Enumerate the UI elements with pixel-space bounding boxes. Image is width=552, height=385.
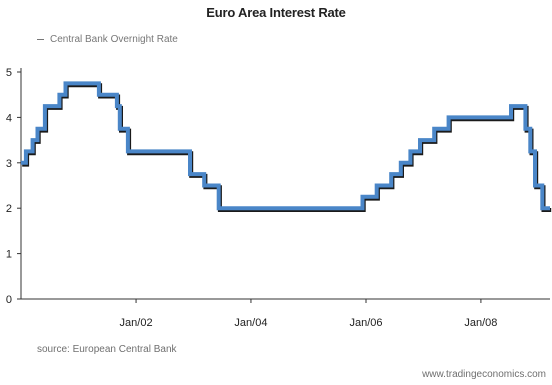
x-tick-label: Jan/02 [120, 317, 153, 329]
chart-legend: Central Bank Overnight Rate [37, 34, 178, 45]
y-tick-label: 5 [6, 67, 12, 79]
chart-series [21, 81, 552, 212]
series-line-shadow [22, 83, 552, 212]
y-tick-label: 3 [6, 158, 12, 170]
chart-axes [20, 68, 550, 300]
y-tick-label: 0 [6, 294, 12, 306]
legend-swatch [37, 39, 44, 40]
x-tick-label: Jan/04 [234, 317, 267, 329]
y-tick-label: 4 [6, 112, 12, 124]
y-tick-label: 1 [6, 249, 12, 261]
source-note: source: European Central Bank [37, 344, 177, 355]
chart-title: Euro Area Interest Rate [206, 5, 346, 20]
series-line [21, 81, 550, 211]
x-tick-label: Jan/08 [464, 317, 497, 329]
chart-ticks: 0 1 2 3 4 5 Jan/02 Jan/04 Jan/06 Jan/08 [6, 67, 498, 329]
y-tick-label: 2 [6, 203, 12, 215]
credit-note: www.tradingeconomics.com [422, 369, 546, 380]
legend-label: Central Bank Overnight Rate [50, 34, 178, 45]
x-tick-label: Jan/06 [349, 317, 382, 329]
